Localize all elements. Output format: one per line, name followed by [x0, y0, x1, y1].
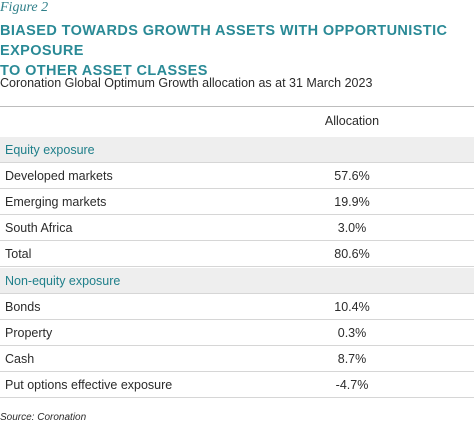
table-row: Cash 8.7%: [0, 346, 474, 372]
row-value: 10.4%: [334, 300, 370, 314]
table-row: South Africa 3.0%: [0, 215, 474, 241]
row-value: -4.7%: [335, 378, 369, 392]
figure-label: Figure 2: [0, 0, 49, 15]
top-rule: [0, 106, 474, 107]
row-label: Put options effective exposure: [5, 378, 173, 392]
title-line-1: BIASED TOWARDS GROWTH ASSETS WITH OPPORT…: [0, 23, 448, 59]
row-label: Bonds: [5, 300, 41, 314]
row-label: Total: [5, 247, 32, 261]
table-row: Property 0.3%: [0, 320, 474, 346]
title-line-2: TO OTHER ASSET CLASSES: [0, 63, 208, 79]
table-row: Emerging markets 19.9%: [0, 189, 474, 215]
row-value: 0.3%: [337, 326, 367, 340]
section-heading: Non-equity exposure: [5, 274, 121, 288]
row-label: Developed markets: [5, 169, 113, 183]
row-label: Emerging markets: [5, 195, 107, 209]
table-row-total: Total 80.6%: [0, 241, 474, 267]
table-row: Developed markets 57.6%: [0, 163, 474, 189]
row-value: 19.9%: [334, 195, 370, 209]
row-value: 80.6%: [334, 247, 370, 261]
table-header-row: Allocation: [0, 107, 474, 137]
row-label: South Africa: [5, 221, 73, 235]
figure-title: BIASED TOWARDS GROWTH ASSETS WITH OPPORT…: [0, 21, 474, 81]
section-row-non-equity: Non-equity exposure: [0, 268, 474, 294]
row-value: 57.6%: [334, 169, 370, 183]
row-value: 3.0%: [337, 221, 367, 235]
source-note: Source: Coronation: [0, 412, 87, 423]
row-value: 8.7%: [337, 352, 367, 366]
table-row: Bonds 10.4%: [0, 294, 474, 320]
row-label: Cash: [5, 352, 35, 366]
section-heading: Equity exposure: [5, 143, 95, 157]
row-label: Property: [5, 326, 53, 340]
allocation-column-header: Allocation: [324, 114, 380, 128]
table-row: Put options effective exposure -4.7%: [0, 372, 474, 398]
section-row-equity: Equity exposure: [0, 137, 474, 163]
figure-subtitle: Coronation Global Optimum Growth allocat…: [0, 76, 373, 90]
